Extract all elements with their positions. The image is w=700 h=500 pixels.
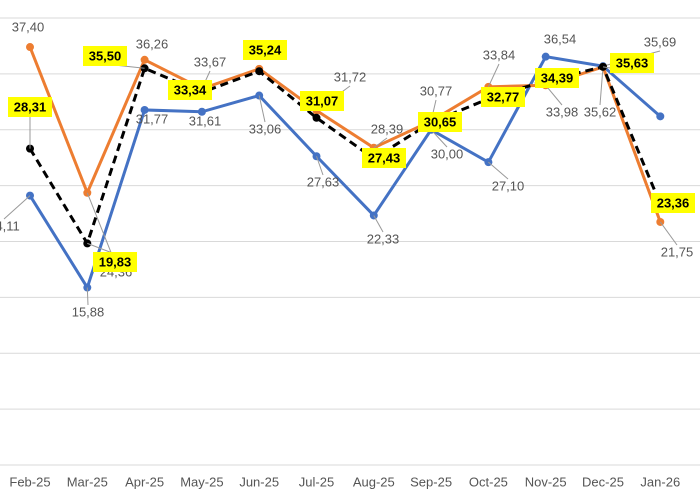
label-box (93, 252, 137, 272)
data-label: 31,07 (306, 93, 339, 108)
x-tick-label: Jun-25 (239, 474, 279, 489)
data-label: 33,84 (483, 47, 516, 62)
label-box (8, 97, 52, 117)
data-point (312, 113, 321, 122)
leader-line (659, 221, 678, 246)
data-label: 33,34 (174, 82, 207, 97)
data-label: 35,50 (89, 48, 122, 63)
data-label: 31,72 (334, 69, 367, 84)
label-box (418, 112, 462, 132)
data-label: 21,75 (661, 244, 694, 259)
data-label: 30,00 (431, 146, 464, 161)
x-tick-label: Sep-25 (410, 474, 452, 489)
data-label: 24,11 (0, 218, 20, 233)
leader-line (487, 63, 500, 88)
series-line (28, 65, 662, 247)
data-point (541, 52, 550, 61)
label-box (300, 91, 344, 111)
data-label: 23,36 (657, 195, 690, 210)
x-tick-label: Dec-25 (582, 474, 624, 489)
leader-line (488, 161, 509, 180)
label-box (83, 46, 127, 66)
label-box (481, 87, 525, 107)
data-label: 35,69 (644, 34, 677, 49)
data-label: 27,10 (492, 178, 525, 193)
leader-line (430, 129, 448, 148)
x-tick-label: Nov-25 (525, 474, 567, 489)
data-label: 27,43 (368, 150, 401, 165)
leader-line (545, 84, 563, 106)
x-tick-label: Aug-25 (353, 474, 395, 489)
data-label: 30,77 (420, 83, 453, 98)
label-box (535, 68, 579, 88)
x-tick-label: Mar-25 (67, 474, 108, 489)
data-label: 34,39 (541, 70, 574, 85)
data-label: 36,26 (136, 36, 169, 51)
leader-line (316, 156, 324, 176)
x-tick-label: May-25 (180, 474, 223, 489)
label-box (362, 148, 406, 168)
x-tick-label: Oct-25 (469, 474, 508, 489)
data-label: 22,33 (367, 231, 400, 246)
label-box (243, 40, 287, 60)
series-line (28, 55, 662, 292)
data-point (26, 43, 34, 52)
leader-line (258, 95, 266, 123)
x-tick-label: Feb-25 (9, 474, 50, 489)
data-label: 37,40 (12, 19, 45, 34)
data-label: 31,77 (136, 111, 169, 126)
data-label: 35,63 (616, 55, 649, 70)
data-label: 36,54 (544, 31, 577, 46)
data-label: 30,65 (424, 114, 457, 129)
label-box (651, 193, 695, 213)
data-label: 33,67 (194, 54, 227, 69)
data-point (140, 55, 149, 64)
data-label: 28,39 (371, 121, 404, 136)
x-tick-label: Jan-26 (640, 474, 680, 489)
data-label: 31,61 (189, 113, 222, 128)
data-label: 33,06 (249, 121, 282, 136)
data-point (656, 112, 665, 121)
data-label: 35,62 (584, 104, 617, 119)
label-box (168, 80, 212, 100)
data-label: 33,98 (546, 104, 579, 119)
data-point (140, 105, 149, 114)
leader-line (373, 137, 388, 149)
leader-line (3, 195, 31, 220)
x-tick-label: Jul-25 (299, 474, 334, 489)
data-label: 15,88 (72, 304, 105, 319)
data-label: 32,77 (487, 89, 520, 104)
x-tick-label: Apr-25 (125, 474, 164, 489)
leader-line (86, 287, 89, 306)
data-label: 27,63 (307, 174, 340, 189)
label-box (610, 53, 654, 73)
leader-line (373, 215, 384, 233)
leader-line (599, 66, 604, 106)
data-label: 28,31 (14, 99, 47, 114)
data-label: 19,83 (99, 254, 132, 269)
data-point (197, 107, 206, 116)
data-label: 35,24 (249, 42, 282, 57)
data-point (255, 67, 264, 76)
